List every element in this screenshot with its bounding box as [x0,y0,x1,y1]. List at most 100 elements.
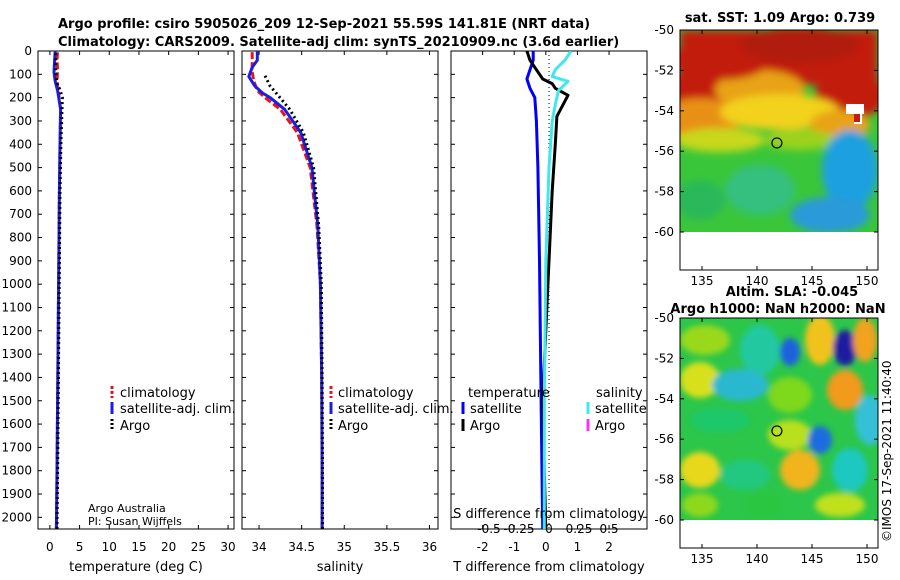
sst-heatmap [680,30,878,232]
ytick-label: 1700 [1,440,32,454]
difference-legend: temperature salinity satellite Argo sate… [461,386,647,434]
ytick-label: 1200 [1,324,32,338]
header-line2: Climatology: CARS2009. Satellite-adj cli… [58,35,619,50]
map-ytick-label: -58 [654,473,674,487]
salinity-tick-label: 0.25 [566,522,593,536]
temperature-axes-box [37,50,235,530]
legend-satellite-clim-label: satellite-adj. clim. [120,402,236,417]
map-xtick-label: 140 [746,274,769,288]
ytick-label: 500 [9,161,32,175]
ytick-label: 1800 [1,464,32,478]
legend-climatology-label: climatology [338,386,414,401]
sla-map-title-line2: Argo h1000: NaN h2000: NaN [670,302,885,317]
map-ytick-label: -56 [654,432,674,446]
xtick-label: 20 [161,540,176,554]
series-line-argo [262,73,324,529]
xtick-label: 15 [131,540,146,554]
map-ytick-label: -50 [654,311,674,325]
map-xtick-label: 135 [691,552,714,566]
annotation-pi: PI: Susan Wijffels [88,515,182,528]
temperature-legend: climatology satellite-adj. clim. Argo [110,386,236,434]
xtick-label: -2 [477,540,489,554]
legend-t-satellite-label: satellite [470,402,522,417]
ytick-label: 1100 [1,300,32,314]
legend-s-argo-label: Argo [595,419,625,434]
xtick-label: 10 [102,540,117,554]
salinity-xlabel: salinity [317,560,364,575]
map-ytick-label: -52 [654,351,674,365]
xtick-label: 34 [251,540,266,554]
ytick-label: 1400 [1,370,32,384]
map-xtick-label: 145 [801,274,824,288]
map-xtick-label: 150 [856,552,879,566]
ytick-label: 800 [9,231,32,245]
ytick-label: 700 [9,207,32,221]
map-xtick-label: 145 [801,552,824,566]
xtick-label: 35.5 [374,540,401,554]
sla-axes-box [679,317,879,549]
xtick-label: 34.5 [288,540,315,554]
sla-argo-location-marker [771,425,783,437]
difference-xlabel: T difference from climatology [452,560,645,575]
ytick-label: 1500 [1,394,32,408]
map-xtick-label: 135 [691,274,714,288]
legend-t-argo-label: Argo [470,419,500,434]
salinity-panel: 34 34.5 35 35.5 36 salinity climatology sate… [241,50,454,575]
legend-argo-label: Argo [338,419,368,434]
ytick-label: 300 [9,114,32,128]
legend-temperature-title: temperature [468,386,550,401]
map-ytick-label: -56 [654,144,674,158]
salinity-tick-label: 0.5 [599,522,618,536]
legend-s-satellite-label: satellite [595,402,647,417]
ytick-label: 600 [9,184,32,198]
legend-argo-label: Argo [120,419,150,434]
annotation-argo-australia: Argo Australia [88,502,166,515]
difference-panel: -2 -1 0 1 2 -0.5 -0.25 0 0.25 0.5 T difference f… [450,50,648,575]
series-line-s-satellite [542,51,573,529]
difference-xlabel-top: S difference from climatology [453,507,645,522]
series-line-t-satellite [525,51,545,529]
temperature-panel: 0100200300400500600700800900100011001200… [1,44,235,575]
xtick-label: 30 [220,540,235,554]
ytick-label: 1600 [1,417,32,431]
series-line-climatology [250,51,324,529]
map-ytick-label: -60 [654,225,674,239]
series-line-t-argo [525,51,570,529]
xtick-label: 36 [422,540,437,554]
ytick-label: 900 [9,254,32,268]
xtick-label: 25 [191,540,206,554]
salinity-tick-label: 0 [545,522,553,536]
sst-axes-box [679,29,879,271]
header-line1: Argo profile: csiro 5905026_209 12-Sep-2… [58,17,590,32]
ytick-label: 2000 [1,510,32,524]
ytick-label: 1000 [1,277,32,291]
map-ytick-label: -50 [654,23,674,37]
xtick-label: 5 [76,540,84,554]
series-line-argo [54,51,64,529]
ytick-label: 0 [24,44,32,58]
map-xtick-label: 150 [856,274,879,288]
xtick-label: 0 [542,540,550,554]
sst-map-panel: sat. SST: 1.09 Argo: 0.739 [654,11,879,288]
map-xtick-label: 140 [746,552,769,566]
legend-salinity-title: salinity [596,386,643,401]
series-line-satellite-adj-clim- [247,51,324,529]
legend-climatology-label: climatology [120,386,196,401]
ytick-label: 400 [9,137,32,151]
map-ytick-label: -54 [654,392,674,406]
xtick-label: 1 [574,540,582,554]
sla-map-panel: Altim. SLA: -0.045 Argo h1000: NaN h2000… [654,285,885,566]
temperature-xlabel: temperature (deg C) [69,560,203,575]
imos-credit: ©IMOS 17-Sep-2021 11:40:40 [880,360,894,542]
legend-satellite-clim-label: satellite-adj. clim. [338,402,454,417]
salinity-tick-label: -0.25 [503,522,534,536]
xtick-label: -1 [508,540,520,554]
sst-argo-location-marker [771,137,783,149]
series-line-satellite-adj-clim- [52,51,63,529]
xtick-label: 2 [605,540,613,554]
salinity-tick-label: -0.5 [477,522,500,536]
map-ytick-label: -60 [654,513,674,527]
xtick-label: 0 [46,540,54,554]
